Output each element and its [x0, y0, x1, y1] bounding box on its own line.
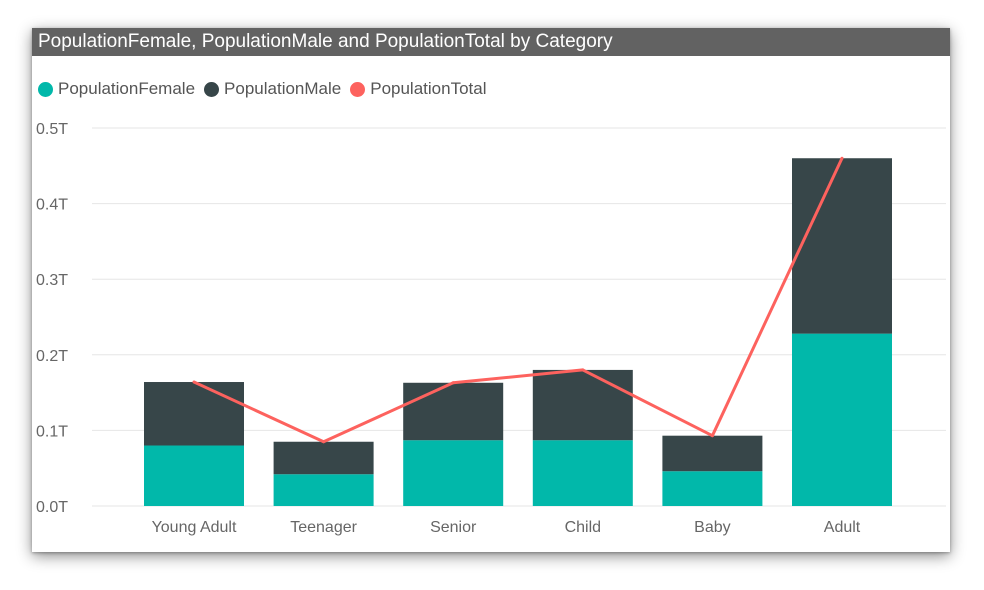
- legend-label-total: PopulationTotal: [370, 79, 487, 98]
- bar-populationmale: [144, 382, 244, 446]
- chart-plot: 0.0T 0.1T 0.2T 0.3T 0.4T 0.5T Young Adult Teena…: [36, 121, 946, 536]
- legend[interactable]: PopulationFemale PopulationMale Populati…: [38, 78, 496, 100]
- x-tick-label: Teenager: [290, 519, 357, 536]
- chart-card: PopulationFemale, PopulationMale and Pop…: [32, 28, 950, 552]
- line-populationtotal: [193, 157, 844, 444]
- y-tick-label: 0.4T: [36, 197, 68, 214]
- bar-populationfemale: [144, 445, 244, 506]
- line-point: [451, 381, 455, 385]
- bar-populationmale: [792, 158, 892, 334]
- line-point: [322, 440, 326, 444]
- line-point: [710, 434, 714, 438]
- legend-item-male[interactable]: PopulationMale: [204, 79, 341, 99]
- legend-item-total[interactable]: PopulationTotal: [350, 79, 487, 99]
- x-tick-label: Child: [565, 519, 601, 536]
- x-tick-label: Baby: [694, 519, 730, 536]
- bar-populationmale: [662, 435, 763, 472]
- legend-item-female[interactable]: PopulationFemale: [38, 79, 195, 99]
- bar-populationmale: [403, 382, 504, 441]
- bar-populationfemale: [403, 440, 504, 506]
- x-tick-label: Young Adult: [152, 519, 237, 536]
- line-point: [581, 368, 585, 372]
- bar-populationfemale: [532, 440, 633, 506]
- bar-populationmale: [273, 441, 374, 475]
- line-point: [840, 156, 844, 160]
- bar-populationfemale: [662, 471, 763, 506]
- legend-label-male: PopulationMale: [224, 79, 342, 98]
- legend-label-female: PopulationFemale: [58, 79, 196, 98]
- chart-title: PopulationFemale, PopulationMale and Pop…: [38, 31, 613, 52]
- legend-marker-female: [38, 81, 53, 97]
- legend-marker-male: [204, 81, 220, 97]
- y-tick-label: 0.2T: [36, 348, 68, 365]
- bar-populationmale: [532, 369, 633, 441]
- bar-populationfemale: [273, 474, 374, 506]
- y-tick-label: 0.1T: [36, 423, 68, 440]
- bar-populationfemale: [792, 333, 892, 506]
- y-tick-label: 0.5T: [36, 121, 68, 138]
- legend-marker-total: [350, 81, 366, 97]
- y-tick-label: 0.3T: [36, 272, 68, 289]
- line-point: [192, 380, 196, 384]
- x-tick-label: Senior: [430, 519, 477, 536]
- y-tick-label: 0.0T: [36, 499, 68, 516]
- x-tick-label: Adult: [824, 519, 861, 536]
- title-bar: PopulationFemale, PopulationMale and Pop…: [32, 28, 950, 56]
